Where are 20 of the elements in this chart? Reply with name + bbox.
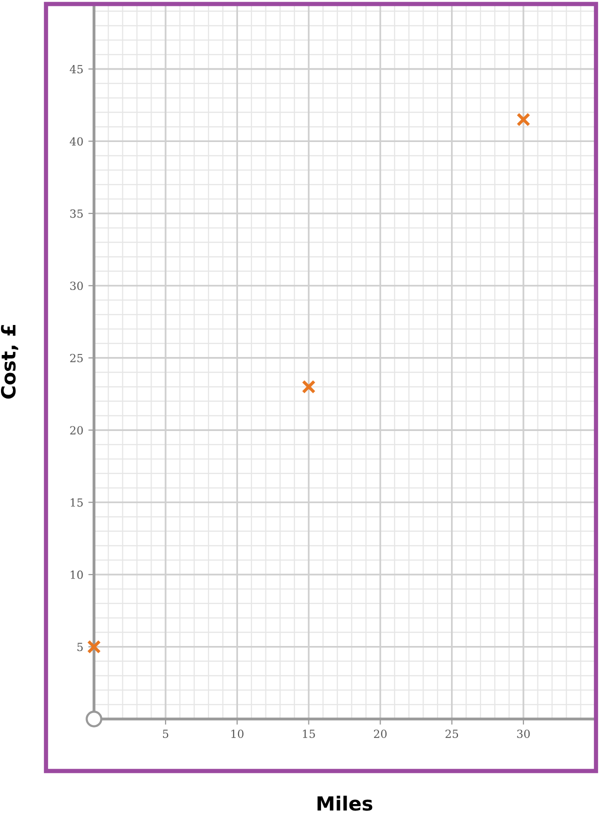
y-tick-label: 15	[70, 498, 83, 507]
y-tick-label: 5	[77, 642, 83, 652]
y-tick-label: 35	[70, 209, 83, 218]
point	[87, 640, 101, 654]
x-tick-label: 25	[446, 730, 458, 738]
x-axis-title: Miles	[318, 796, 372, 811]
point	[302, 380, 316, 394]
y-tick-label: 25	[70, 354, 83, 362]
x-tick-label: 30	[517, 730, 530, 738]
x-tick-label: 20	[374, 730, 387, 738]
y-tick-label: 45	[70, 64, 83, 74]
y-tick-label: 20	[70, 426, 83, 434]
y-tick-label: 30	[70, 282, 83, 290]
x-tick-label: 5	[162, 730, 168, 738]
y-tick-label: 40	[70, 137, 83, 146]
x-tick-label: 15	[303, 730, 315, 738]
x-tick-label: 10	[231, 730, 244, 738]
y-axis-title: Cost, £	[0, 325, 18, 399]
point	[516, 112, 530, 126]
y-tick-label: 10	[70, 570, 83, 579]
